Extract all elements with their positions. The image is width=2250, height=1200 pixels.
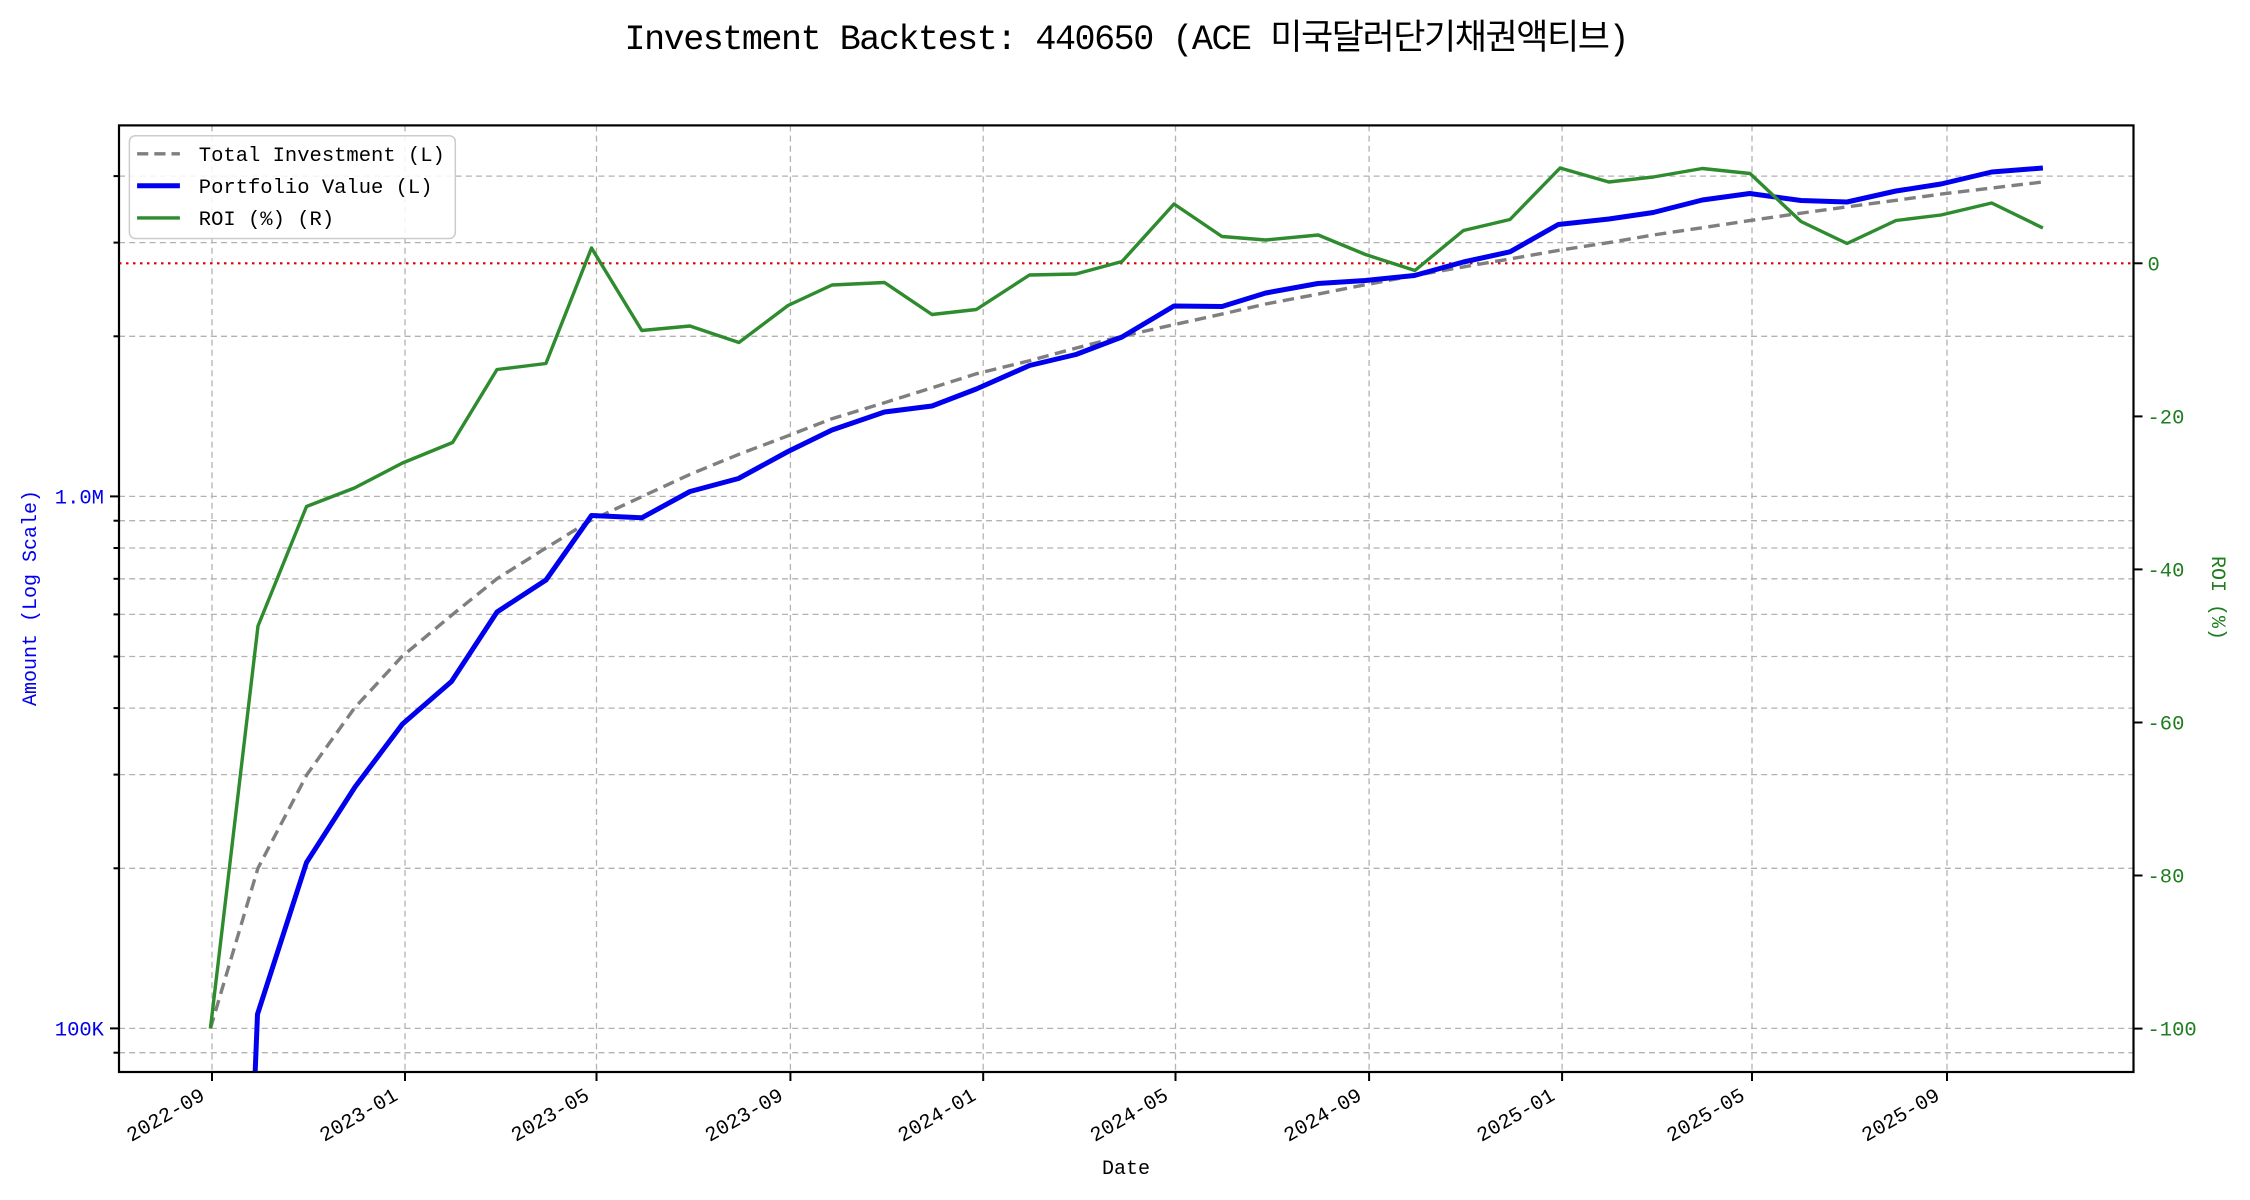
svg-text:Investment Backtest: 440650 (A: Investment Backtest: 440650 (ACE 미국달러단기채… bbox=[625, 19, 1630, 60]
svg-text:-100: -100 bbox=[2148, 1020, 2197, 1043]
svg-text:1.0M: 1.0M bbox=[55, 488, 104, 511]
svg-text:Date: Date bbox=[1102, 1158, 1150, 1181]
svg-text:Portfolio Value (L): Portfolio Value (L) bbox=[199, 177, 433, 200]
svg-text:100K: 100K bbox=[55, 1020, 105, 1043]
svg-text:0: 0 bbox=[2148, 254, 2160, 277]
svg-text:-40: -40 bbox=[2148, 560, 2185, 583]
svg-text:-20: -20 bbox=[2148, 407, 2185, 430]
svg-text:Amount (Log Scale): Amount (Log Scale) bbox=[20, 490, 43, 706]
svg-text:ROI (%): ROI (%) bbox=[2205, 556, 2228, 640]
svg-text:-80: -80 bbox=[2148, 867, 2185, 890]
svg-text:Total Investment (L): Total Investment (L) bbox=[199, 145, 445, 168]
svg-text:ROI (%) (R): ROI (%) (R) bbox=[199, 209, 334, 232]
svg-text:-60: -60 bbox=[2148, 714, 2185, 737]
